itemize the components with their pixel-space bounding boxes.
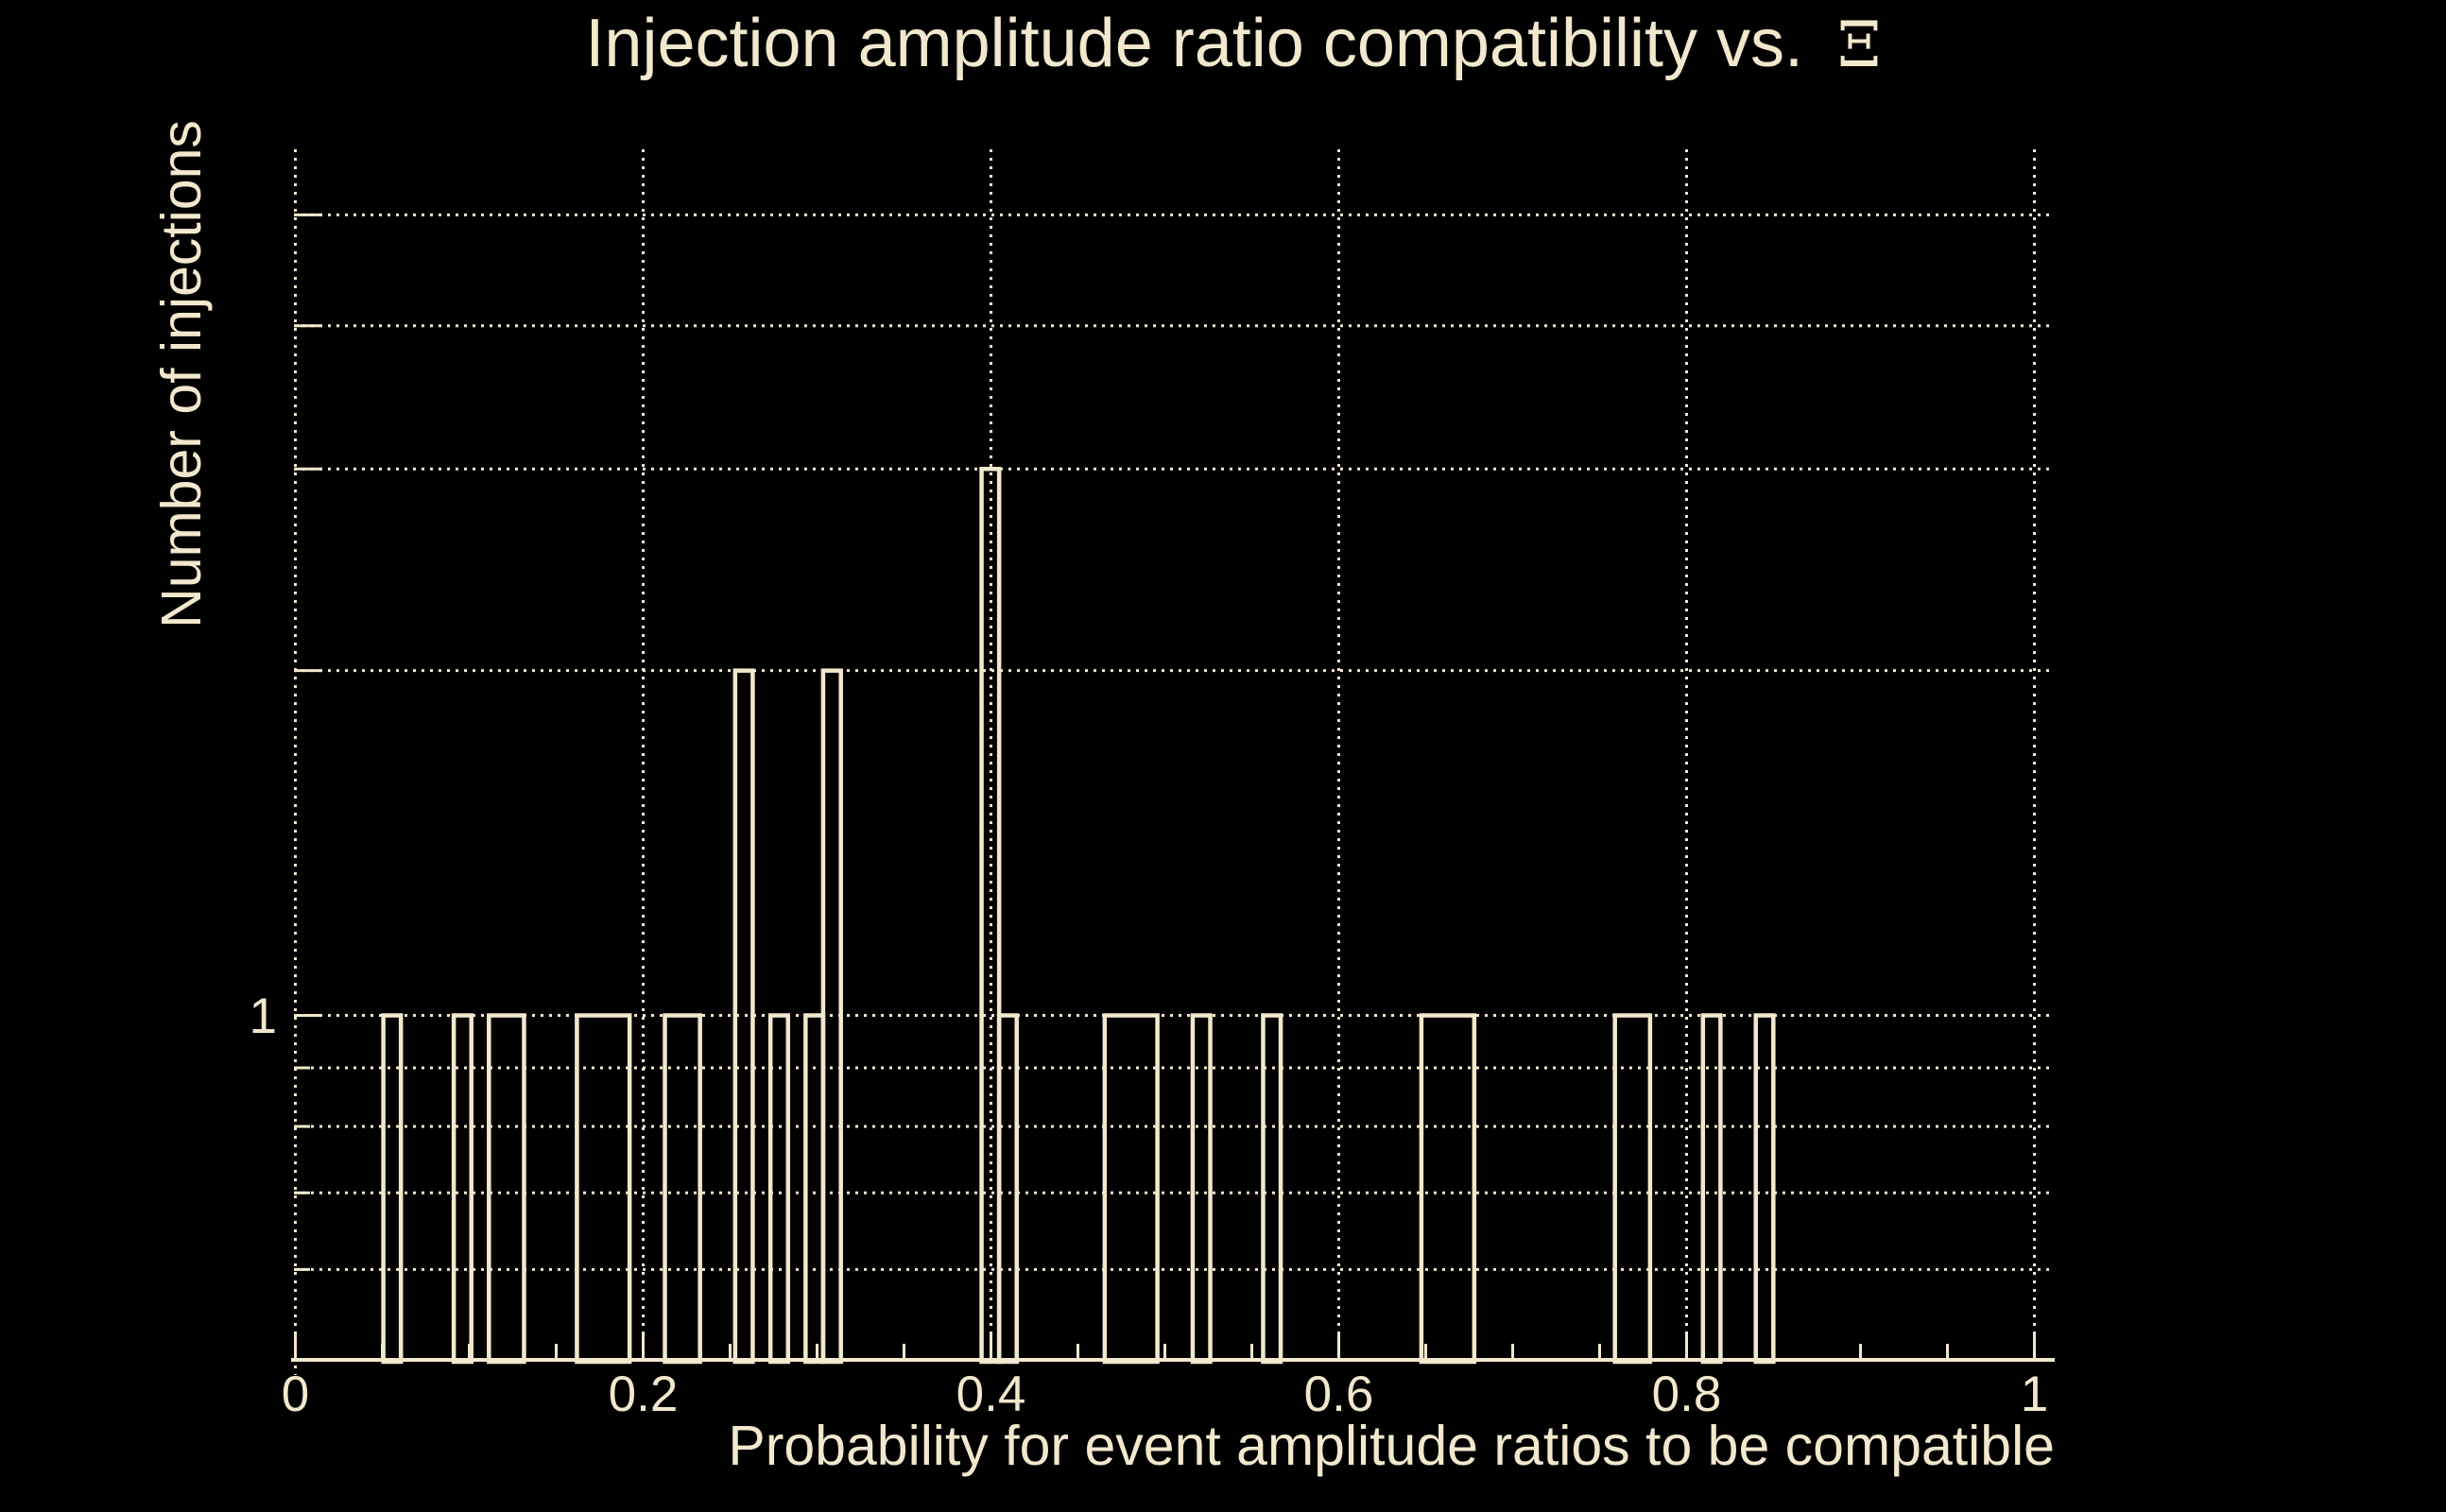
tick-labels: 0 0.2 0.4 0.6 0.8 1 <box>282 1366 2048 1422</box>
x-tick-label-0: 0 <box>282 1366 309 1422</box>
histogram-bar-1 <box>451 1013 474 1365</box>
histogram-bar-6 <box>767 1013 791 1365</box>
gridlines <box>294 149 2055 1375</box>
histogram-bar-5 <box>732 668 755 1365</box>
histogram-bar-15 <box>1612 1013 1653 1365</box>
histogram-bar-16 <box>1700 1013 1723 1365</box>
histogram-bar-2 <box>487 1013 526 1365</box>
histogram-bar-0 <box>381 1013 404 1365</box>
x-tick-label-0.8: 0.8 <box>1652 1366 1722 1422</box>
histogram-bar-13 <box>1261 1013 1283 1365</box>
histogram-bar-11 <box>1102 1013 1160 1365</box>
y-tick-label-1: 1 <box>250 988 277 1044</box>
x-tick-label-0.2: 0.2 <box>609 1366 679 1422</box>
chart-title-xi-symbol: Ξ <box>1837 9 1881 81</box>
histogram-bar-10 <box>996 1013 1019 1365</box>
histogram-bar-9 <box>979 466 1002 1365</box>
histogram-bar-8 <box>820 668 843 1365</box>
x-tick-label-1: 1 <box>2021 1366 2048 1422</box>
x-tick-label-0.6: 0.6 <box>1304 1366 1374 1422</box>
x-tick-label-0.4: 0.4 <box>956 1366 1026 1422</box>
histogram-bar-12 <box>1190 1013 1213 1365</box>
chart-title: Injection amplitude ratio compatibility … <box>585 6 1803 81</box>
histogram-bar-17 <box>1753 1013 1776 1365</box>
histogram-bar-14 <box>1419 1013 1477 1365</box>
x-axis-title: Probability for event amplitude ratios t… <box>728 1415 2055 1477</box>
histogram-bar-3 <box>575 1013 632 1365</box>
y-axis-title: Number of injections <box>150 120 213 628</box>
axis-ticks <box>294 213 2036 1362</box>
histogram-bars <box>381 466 1776 1365</box>
histogram-bar-4 <box>663 1013 702 1365</box>
